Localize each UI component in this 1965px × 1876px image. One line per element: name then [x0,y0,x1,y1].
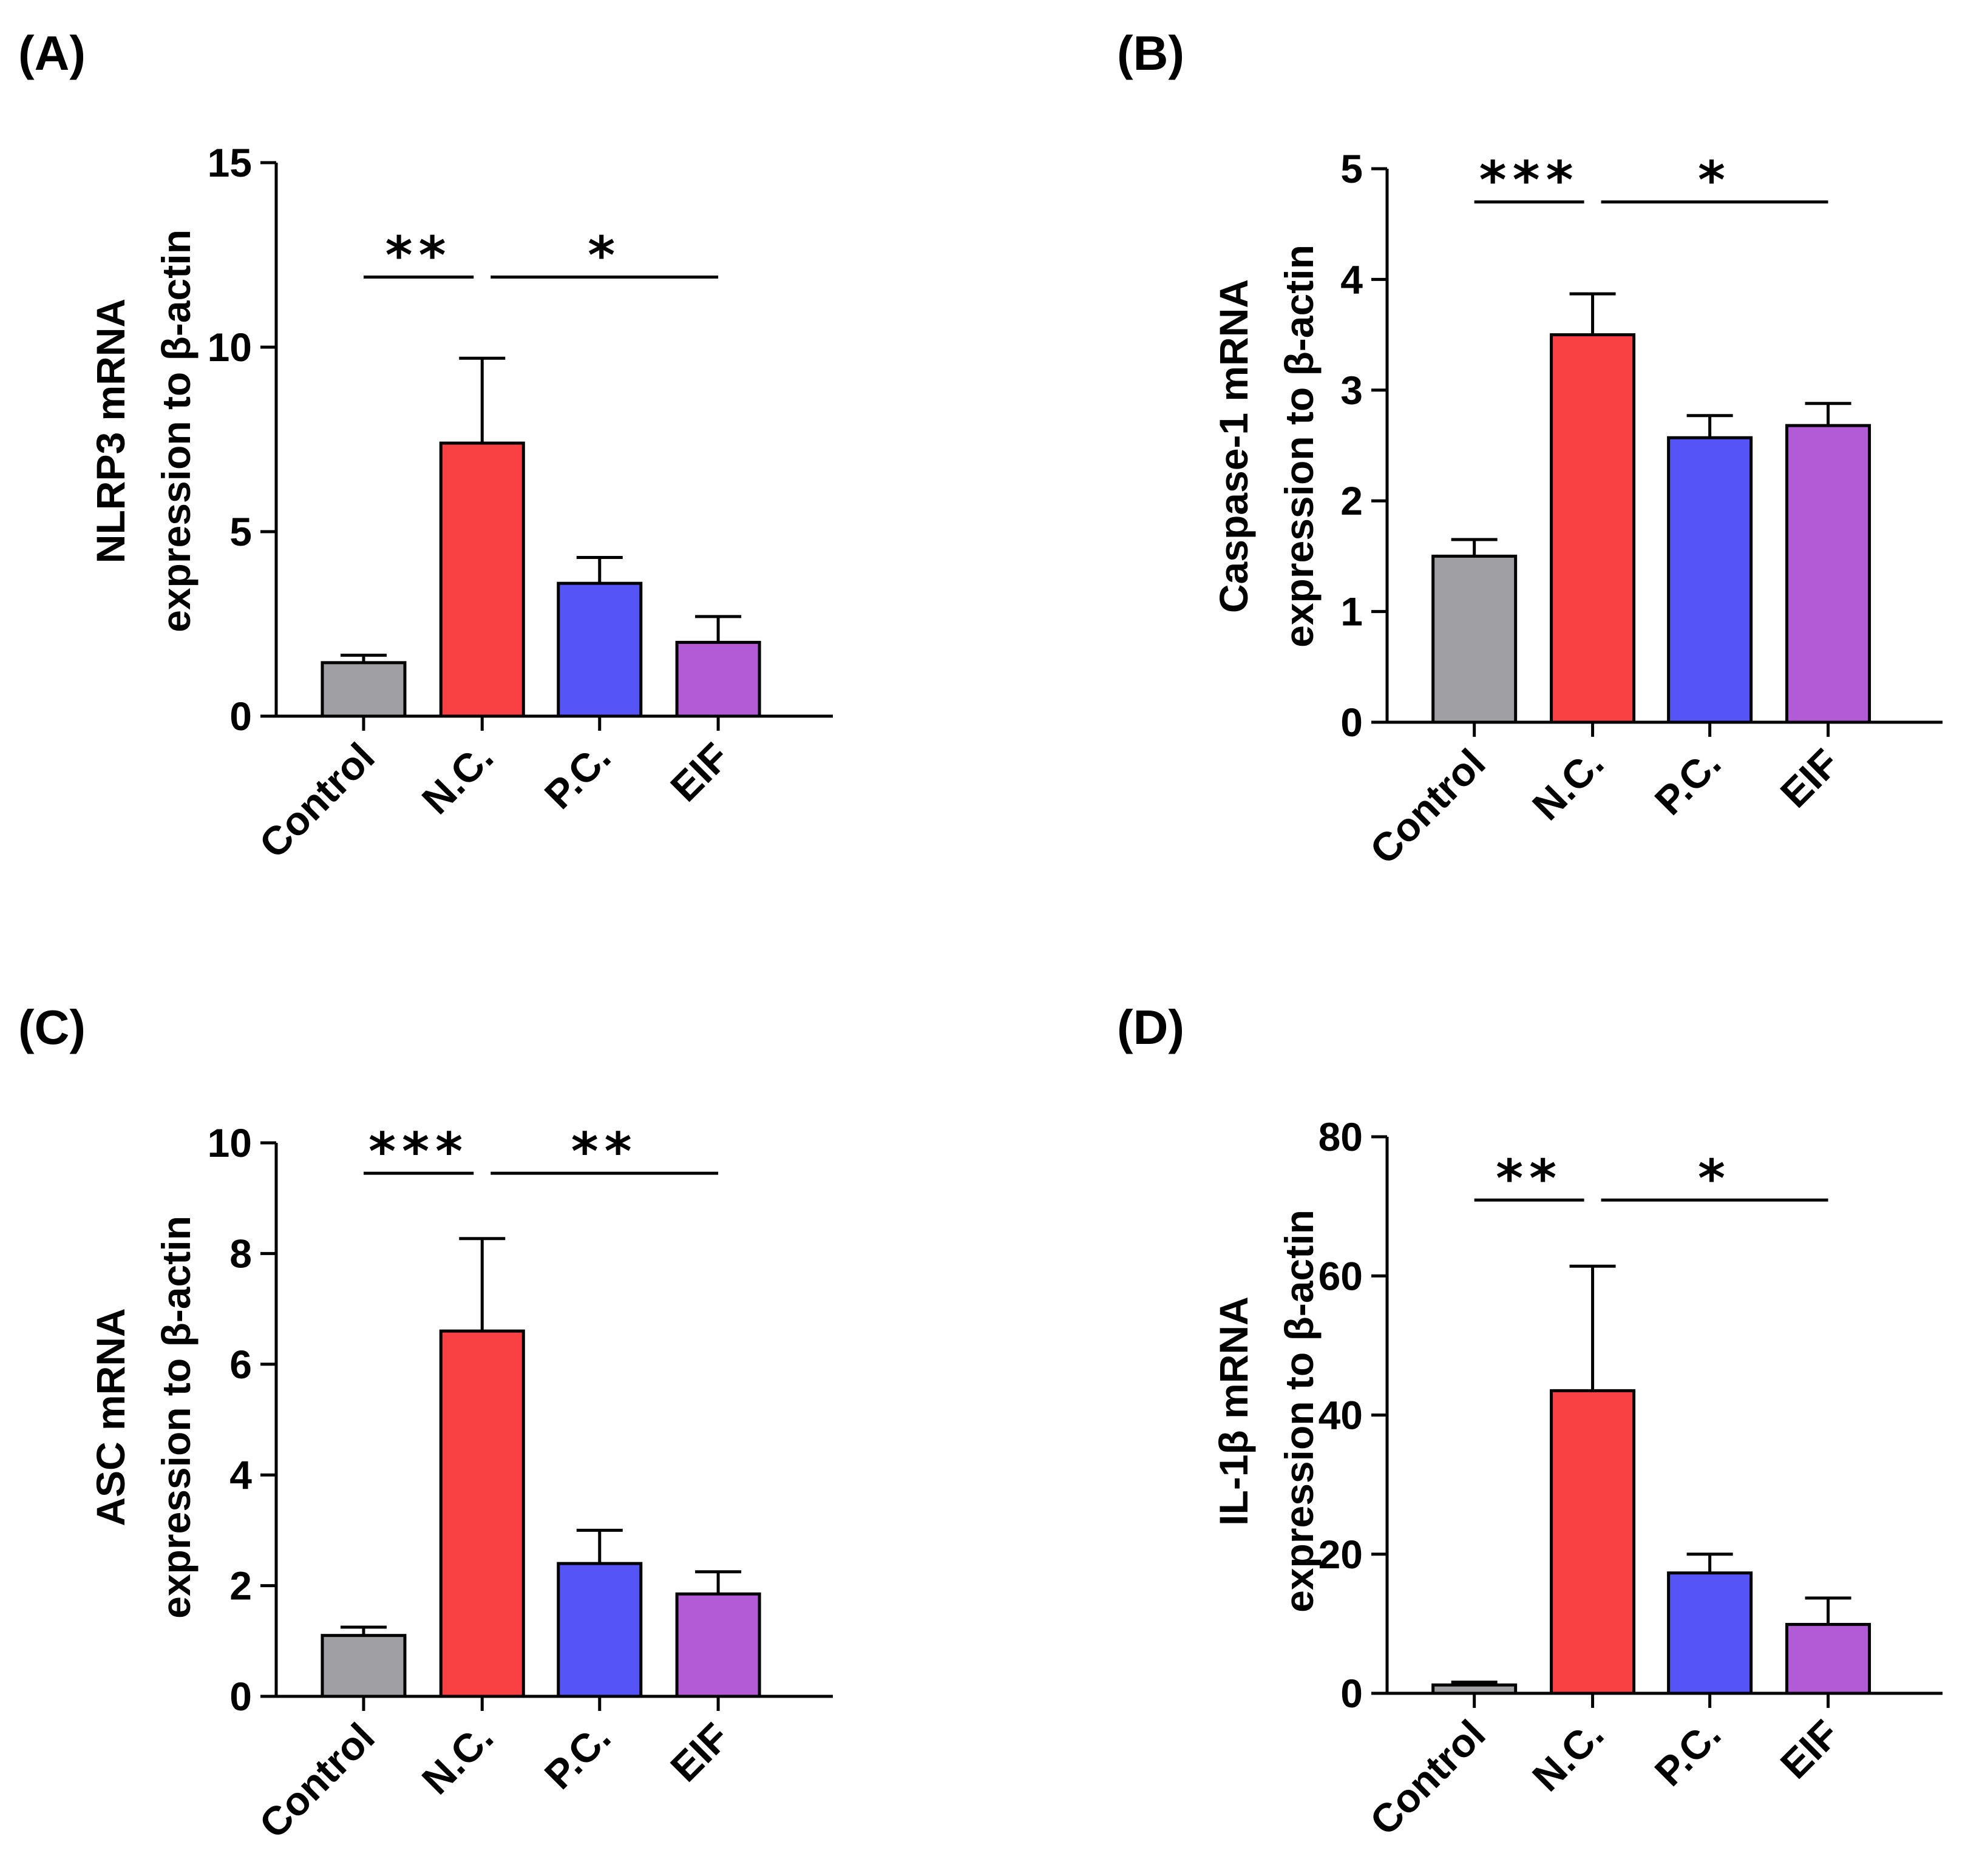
x-tick-label: N.C. [413,1715,502,1803]
x-tick-label: P.C. [1646,1712,1729,1795]
y-tick-label: 0 [1340,700,1363,745]
y-tick-label: 0 [229,694,252,739]
y-tick-label: 4 [229,1452,252,1497]
bar-control [321,1634,407,1698]
bar-nc [439,1329,525,1698]
significance-label: ** [1496,1148,1563,1209]
y-tick-label: 2 [1340,478,1363,523]
bar-nc [1550,1389,1636,1695]
y-tick-label: 1 [1340,589,1363,634]
x-tick-label: Control [251,1715,383,1847]
x-tick-label: N.C. [1524,740,1612,829]
x-tick-label: Control [251,734,383,867]
y-axis-title-line2: expression to β-actin [154,1216,199,1619]
y-tick-label: 80 [1318,1114,1363,1159]
panel-label: (B) [1117,26,1184,80]
y-tick-label: 15 [208,140,252,185]
panel-b: (B) Caspase-1 mRNA expression to β-actin 0 1… [1117,26,1943,873]
x-tick-label: N.C. [1524,1712,1612,1800]
significance-label: ** [385,225,452,286]
significance-label: *** [1479,151,1580,211]
bar-nc [1550,333,1636,724]
x-tick-label: EIF [1771,1712,1847,1787]
x-tick-label: N.C. [413,734,502,823]
panel-label: (D) [1117,1000,1184,1054]
y-axis-title-line2: expression to β-actin [1277,1210,1322,1613]
panel-label: (C) [18,1000,86,1054]
bar-eif [1785,1623,1872,1695]
x-tick-label: P.C. [1646,740,1729,824]
panel-c: (C) ASC mRNA expression to β-actin 0 2 4 6 8 10 C… [18,1000,833,1847]
x-tick-label: Control [1361,1712,1493,1844]
x-tick-label: P.C. [536,734,619,818]
y-axis-title: IL-1β mRNA expression to β-actin [1211,1210,1322,1613]
y-tick-label: 3 [1340,368,1363,413]
y-tick-label: 10 [208,1120,252,1165]
bar-control [321,661,407,718]
significance-label: * [1698,1148,1731,1209]
bar-pc [557,581,643,718]
y-tick-label: 60 [1318,1253,1363,1298]
panel-d: (D) IL-1β mRNA expression to β-actin 0 20 40 6… [1117,1000,1943,1844]
y-tick-label: 2 [229,1563,252,1608]
y-axis-title-line2: expression to β-actin [1277,245,1322,648]
y-tick-label: 5 [229,509,252,554]
y-tick-label: 40 [1318,1393,1363,1438]
bar-eif [1785,424,1872,724]
y-axis-title-line2: expression to β-actin [154,229,199,632]
y-axis-title-line1: IL-1β mRNA [1211,1296,1256,1526]
y-tick-label: 5 [1340,146,1363,191]
x-tick-label: Control [1361,740,1493,873]
y-tick-label: 20 [1318,1532,1363,1577]
bar-nc [439,441,525,718]
y-tick-label: 0 [229,1674,252,1719]
significance-label: *** [368,1122,469,1182]
bar-eif [675,1592,761,1698]
y-axis-title: Caspase-1 mRNA expression to β-actin [1211,245,1322,648]
x-tick-label: EIF [1771,740,1847,816]
y-tick-label: 6 [229,1342,252,1387]
y-axis-title: NLRP3 mRNA expression to β-actin [88,229,199,632]
bar-pc [1667,1571,1753,1695]
panel-label: (A) [18,26,86,80]
bar-control [1431,1683,1518,1695]
y-axis-title-line1: ASC mRNA [88,1308,133,1526]
bar-pc [1667,436,1753,724]
significance-label: * [1698,151,1731,211]
significance-label: * [588,225,621,286]
y-tick-label: 4 [1340,257,1363,302]
x-tick-label: EIF [662,734,738,810]
x-tick-label: P.C. [536,1715,619,1798]
significance-label: ** [571,1122,638,1182]
bar-control [1431,554,1518,724]
y-axis-title-line1: Caspase-1 mRNA [1211,279,1256,613]
y-axis-title: ASC mRNA expression to β-actin [88,1216,199,1619]
bar-eif [675,640,761,718]
x-tick-label: EIF [662,1715,738,1790]
bar-pc [557,1562,643,1698]
y-axis-title-line1: NLRP3 mRNA [88,299,133,563]
panel-a: (A) NLRP3 mRNA expression to β-actin 0 5 10 15… [18,26,833,867]
y-tick-label: 8 [229,1231,252,1276]
y-tick-label: 10 [208,325,252,370]
y-tick-label: 0 [1340,1671,1363,1716]
